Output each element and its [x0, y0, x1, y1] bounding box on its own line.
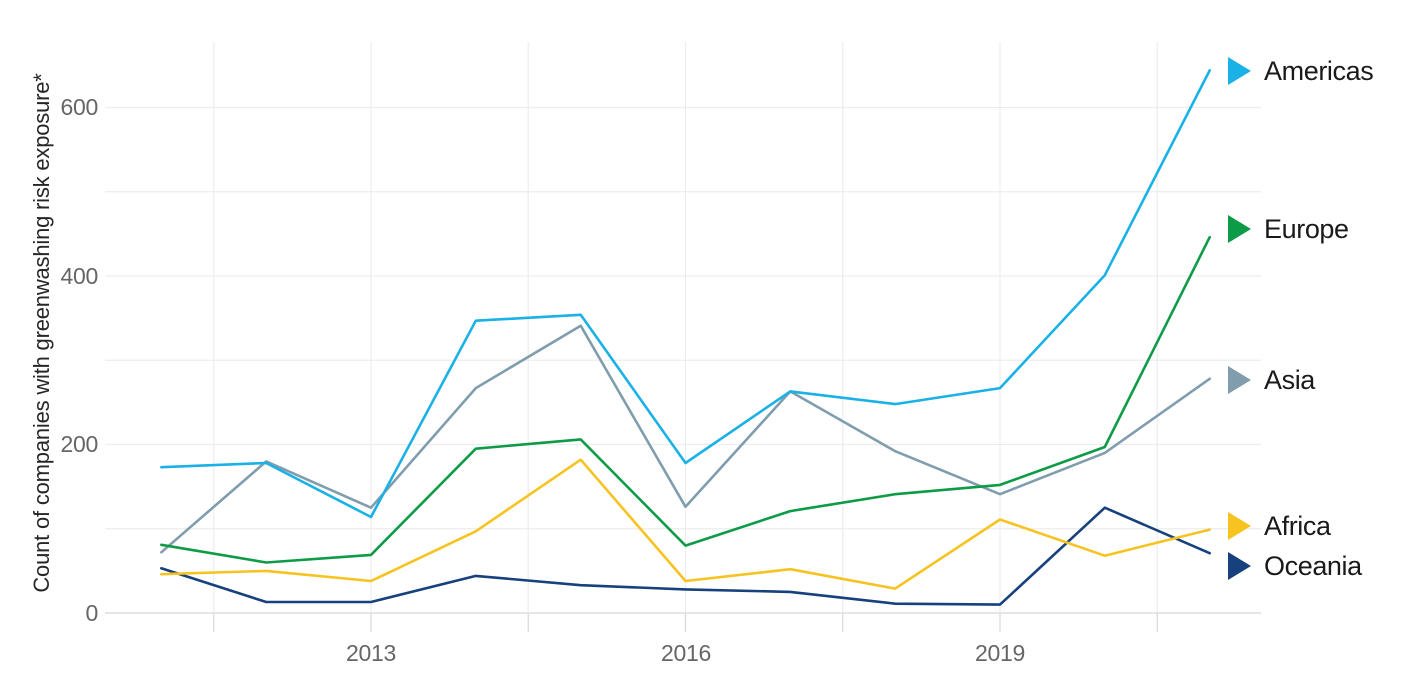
series-line-africa — [160, 458, 1211, 590]
y-tick-label-600: 600 — [60, 94, 99, 120]
y-tick-label-0: 0 — [85, 600, 99, 626]
series-line-asia — [160, 324, 1211, 554]
legend-label-africa: Africa — [1264, 511, 1331, 541]
legend-item-oceania: Oceania — [1228, 549, 1362, 583]
y-tick-label-200: 200 — [60, 431, 99, 457]
legend-item-europe: Europe — [1228, 212, 1349, 246]
x-tick-label-2016: 2016 — [661, 640, 711, 666]
asia-arrow-icon — [1228, 366, 1251, 394]
africa-arrow-icon — [1228, 512, 1251, 540]
legend-item-africa: Africa — [1228, 509, 1331, 543]
x-tick-label-2019: 2019 — [975, 640, 1025, 666]
europe-arrow-icon — [1228, 215, 1251, 243]
legend-label-oceania: Oceania — [1264, 551, 1362, 581]
oceania-arrow-icon — [1228, 552, 1251, 580]
legend-label-americas: Americas — [1264, 56, 1374, 86]
series-line-oceania — [160, 506, 1211, 606]
series-line-europe — [160, 235, 1211, 564]
legend-item-asia: Asia — [1228, 363, 1315, 397]
legend-label-asia: Asia — [1264, 365, 1315, 395]
legend-label-europe: Europe — [1264, 214, 1349, 244]
americas-arrow-icon — [1228, 57, 1251, 85]
x-tick-label-2013: 2013 — [346, 640, 396, 666]
y-tick-label-400: 400 — [60, 263, 99, 289]
legend-item-americas: Americas — [1228, 54, 1374, 88]
series-line-americas — [160, 69, 1211, 519]
